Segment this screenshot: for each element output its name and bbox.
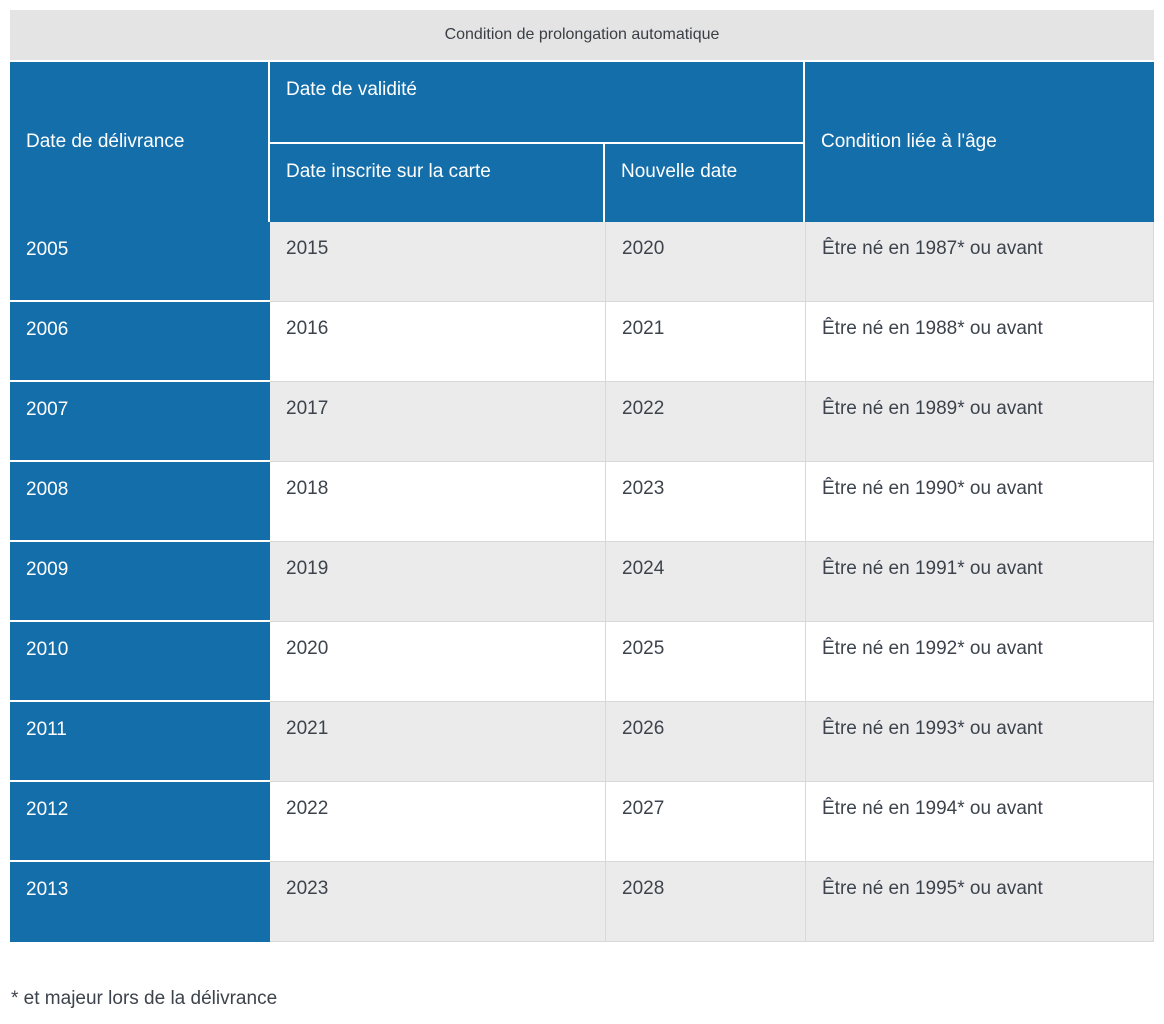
cell-condition-age: Être né en 1991* ou avant [805, 542, 1154, 622]
cell-condition-age: Être né en 1995* ou avant [805, 862, 1154, 942]
cell-date-delivrance: 2009 [10, 542, 270, 622]
cell-date-delivrance: 2012 [10, 782, 270, 862]
cell-date-inscrite: 2017 [270, 382, 605, 462]
table-row: 2007 2017 2022 Être né en 1989* ou avant [10, 382, 1154, 462]
header-date-inscrite: Date inscrite sur la carte [270, 144, 605, 222]
cell-date-delivrance: 2011 [10, 702, 270, 782]
table-row: 2009 2019 2024 Être né en 1991* ou avant [10, 542, 1154, 622]
cell-date-inscrite: 2016 [270, 302, 605, 382]
cell-date-delivrance: 2008 [10, 462, 270, 542]
cell-date-inscrite: 2020 [270, 622, 605, 702]
cell-nouvelle-date: 2024 [605, 542, 805, 622]
header-nouvelle-date: Nouvelle date [605, 144, 805, 222]
table-body: 2005 2015 2020 Être né en 1987* ou avant 200… [10, 222, 1154, 942]
table-row: 2006 2016 2021 Être né en 1988* ou avant [10, 302, 1154, 382]
cell-condition-age: Être né en 1992* ou avant [805, 622, 1154, 702]
cell-condition-age: Être né en 1989* ou avant [805, 382, 1154, 462]
cell-condition-age: Être né en 1993* ou avant [805, 702, 1154, 782]
cell-date-inscrite: 2019 [270, 542, 605, 622]
cell-nouvelle-date: 2025 [605, 622, 805, 702]
table-caption: Condition de prolongation automatique [10, 10, 1154, 60]
cell-condition-age: Être né en 1990* ou avant [805, 462, 1154, 542]
table-row: 2008 2018 2023 Être né en 1990* ou avant [10, 462, 1154, 542]
cell-date-delivrance: 2006 [10, 302, 270, 382]
cell-date-inscrite: 2023 [270, 862, 605, 942]
cell-nouvelle-date: 2028 [605, 862, 805, 942]
cell-nouvelle-date: 2026 [605, 702, 805, 782]
cell-date-inscrite: 2018 [270, 462, 605, 542]
cell-date-inscrite: 2015 [270, 222, 605, 302]
footnote: * et majeur lors de la délivrance [11, 988, 278, 1009]
table-row: 2013 2023 2028 Être né en 1995* ou avant [10, 862, 1154, 942]
cell-date-delivrance: 2013 [10, 862, 270, 942]
cell-date-inscrite: 2021 [270, 702, 605, 782]
cell-nouvelle-date: 2020 [605, 222, 805, 302]
cell-nouvelle-date: 2023 [605, 462, 805, 542]
table-row: 2010 2020 2025 Être né en 1992* ou avant [10, 622, 1154, 702]
header-date-validite: Date de validité [270, 62, 805, 144]
prolongation-table: Date de délivrance Date de validité Cond… [10, 62, 1154, 942]
cell-nouvelle-date: 2021 [605, 302, 805, 382]
header-date-delivrance: Date de délivrance [10, 62, 270, 222]
header-condition-age: Condition liée à l'âge [805, 62, 1154, 222]
cell-condition-age: Être né en 1988* ou avant [805, 302, 1154, 382]
cell-condition-age: Être né en 1987* ou avant [805, 222, 1154, 302]
cell-nouvelle-date: 2022 [605, 382, 805, 462]
cell-condition-age: Être né en 1994* ou avant [805, 782, 1154, 862]
table-header: Date de délivrance Date de validité Cond… [10, 62, 1154, 222]
table-row: 2005 2015 2020 Être né en 1987* ou avant [10, 222, 1154, 302]
cell-date-inscrite: 2022 [270, 782, 605, 862]
table-row: 2011 2021 2026 Être né en 1993* ou avant [10, 702, 1154, 782]
table-row: 2012 2022 2027 Être né en 1994* ou avant [10, 782, 1154, 862]
cell-date-delivrance: 2005 [10, 222, 270, 302]
cell-date-delivrance: 2007 [10, 382, 270, 462]
cell-nouvelle-date: 2027 [605, 782, 805, 862]
cell-date-delivrance: 2010 [10, 622, 270, 702]
